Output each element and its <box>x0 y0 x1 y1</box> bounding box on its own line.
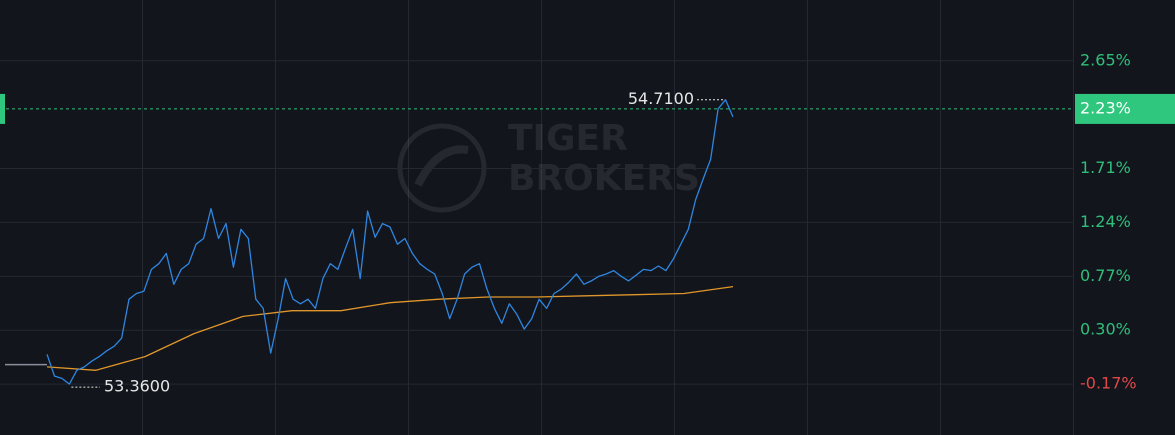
y-tick-label: -0.17% <box>1080 374 1137 393</box>
y-tick-label: 0.77% <box>1080 266 1131 285</box>
y-tick-label: 0.30% <box>1080 320 1131 339</box>
min-label: 53.3600 <box>104 377 170 396</box>
last-value-flag <box>0 93 5 124</box>
watermark: TIGER BROKERS <box>397 118 700 213</box>
y-tick-label: 2.65% <box>1080 50 1131 69</box>
vertical-grid <box>142 0 1074 435</box>
max-label: 54.7100 <box>628 89 694 108</box>
watermark-line: BROKERS <box>508 158 700 199</box>
series-line <box>46 99 734 385</box>
y-tick-label: 1.71% <box>1080 158 1131 177</box>
last-value-box <box>1075 93 1175 124</box>
last-value-label: 2.23% <box>1080 98 1131 117</box>
watermark-line: TIGER <box>508 118 628 159</box>
series-line <box>46 285 734 371</box>
y-tick-label: 1.24% <box>1080 212 1131 231</box>
